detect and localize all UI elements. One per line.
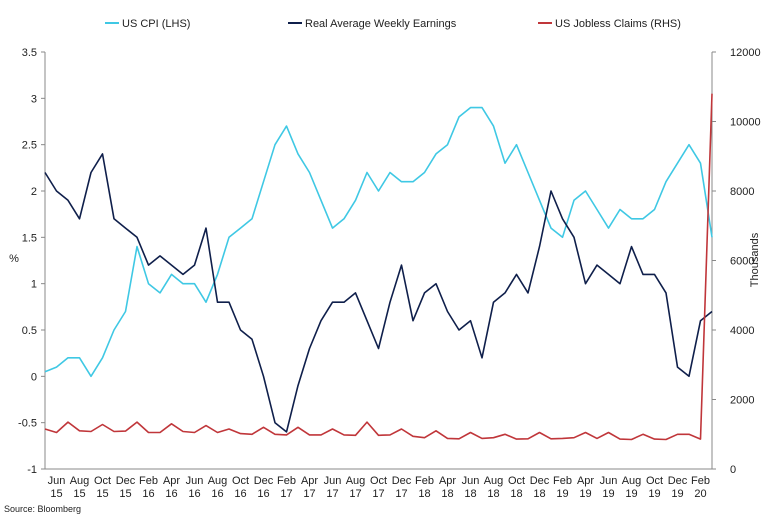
x-tick-label: 17 — [303, 488, 315, 500]
x-tick-label: 16 — [142, 488, 154, 500]
x-tick-label: Feb — [415, 475, 434, 487]
x-tick-label: 15 — [73, 488, 85, 500]
x-tick-label: Aug — [622, 475, 642, 487]
x-tick-label: Apr — [577, 475, 594, 487]
x-tick-label: Dec — [530, 475, 550, 487]
x-tick-label: Apr — [301, 475, 318, 487]
series-line — [44, 153, 713, 433]
x-tick-label: 19 — [648, 488, 660, 500]
x-tick-label: 16 — [257, 488, 269, 500]
x-tick-label: 17 — [349, 488, 361, 500]
y2-axis-label: Thousands — [749, 232, 761, 287]
y-tick-label: 3.5 — [22, 47, 37, 59]
x-tick-label: Oct — [508, 475, 525, 487]
x-tick-label: 19 — [579, 488, 591, 500]
y2-tick-label: 2000 — [730, 395, 754, 407]
y-tick-label: 2.5 — [22, 140, 37, 152]
y-tick-label: -1 — [27, 464, 37, 476]
x-tick-label: 18 — [533, 488, 545, 500]
x-tick-label: 18 — [510, 488, 522, 500]
y-tick-label: 1.5 — [22, 232, 37, 244]
x-tick-label: 15 — [119, 488, 131, 500]
y-axis-label: % — [9, 253, 19, 265]
x-tick-label: 19 — [671, 488, 683, 500]
x-tick-label: Jun — [186, 475, 204, 487]
x-tick-label: Dec — [116, 475, 136, 487]
x-tick-label: 19 — [556, 488, 568, 500]
x-tick-label: 18 — [487, 488, 499, 500]
x-tick-label: 16 — [211, 488, 223, 500]
x-tick-label: Jun — [324, 475, 342, 487]
y-tick-label: 0 — [31, 371, 37, 383]
x-tick-label: Aug — [484, 475, 504, 487]
x-tick-label: 17 — [395, 488, 407, 500]
x-tick-label: Apr — [163, 475, 180, 487]
x-tick-label: 18 — [441, 488, 453, 500]
y2-tick-label: 0 — [730, 464, 736, 476]
x-tick-label: Jun — [48, 475, 66, 487]
x-tick-label: Feb — [277, 475, 296, 487]
x-tick-label: 19 — [625, 488, 637, 500]
x-tick-label: Aug — [346, 475, 366, 487]
x-tick-label: 15 — [50, 488, 62, 500]
x-tick-label: Apr — [439, 475, 456, 487]
y-tick-label: -0.5 — [18, 418, 37, 430]
x-tick-label: Oct — [370, 475, 387, 487]
x-tick-label: 17 — [372, 488, 384, 500]
x-tick-label: Jun — [462, 475, 480, 487]
legend-label: US Jobless Claims (RHS) — [555, 18, 681, 30]
legend-label: Real Average Weekly Earnings — [305, 18, 457, 30]
x-tick-label: Oct — [232, 475, 249, 487]
x-tick-label: 16 — [188, 488, 200, 500]
series-line — [44, 106, 713, 378]
y2-tick-label: 12000 — [730, 47, 761, 59]
x-tick-label: 17 — [326, 488, 338, 500]
y-tick-label: 0.5 — [22, 325, 37, 337]
x-tick-label: 19 — [602, 488, 614, 500]
y2-tick-label: 6000 — [730, 256, 754, 268]
legend-label: US CPI (LHS) — [122, 18, 190, 30]
x-tick-label: Dec — [254, 475, 274, 487]
y-tick-label: 3 — [31, 93, 37, 105]
source-note: Source: Bloomberg — [4, 504, 81, 514]
y-tick-label: 2 — [31, 186, 37, 198]
y2-tick-label: 8000 — [730, 186, 754, 198]
y2-tick-label: 4000 — [730, 325, 754, 337]
y2-tick-label: 10000 — [730, 117, 761, 129]
x-tick-label: Oct — [646, 475, 663, 487]
x-tick-label: 16 — [165, 488, 177, 500]
x-tick-label: 18 — [464, 488, 476, 500]
x-tick-label: Dec — [392, 475, 412, 487]
x-tick-label: 20 — [694, 488, 706, 500]
x-tick-label: 18 — [418, 488, 430, 500]
x-tick-label: 15 — [96, 488, 108, 500]
x-tick-label: 17 — [280, 488, 292, 500]
x-tick-label: Oct — [94, 475, 111, 487]
x-tick-label: Feb — [553, 475, 572, 487]
x-tick-label: Feb — [691, 475, 710, 487]
series-line — [44, 93, 713, 441]
x-tick-label: Aug — [208, 475, 228, 487]
x-tick-label: Dec — [668, 475, 688, 487]
x-tick-label: Aug — [70, 475, 90, 487]
x-tick-label: Jun — [600, 475, 618, 487]
x-tick-label: Feb — [139, 475, 158, 487]
x-tick-label: 16 — [234, 488, 246, 500]
y-tick-label: 1 — [31, 279, 37, 291]
